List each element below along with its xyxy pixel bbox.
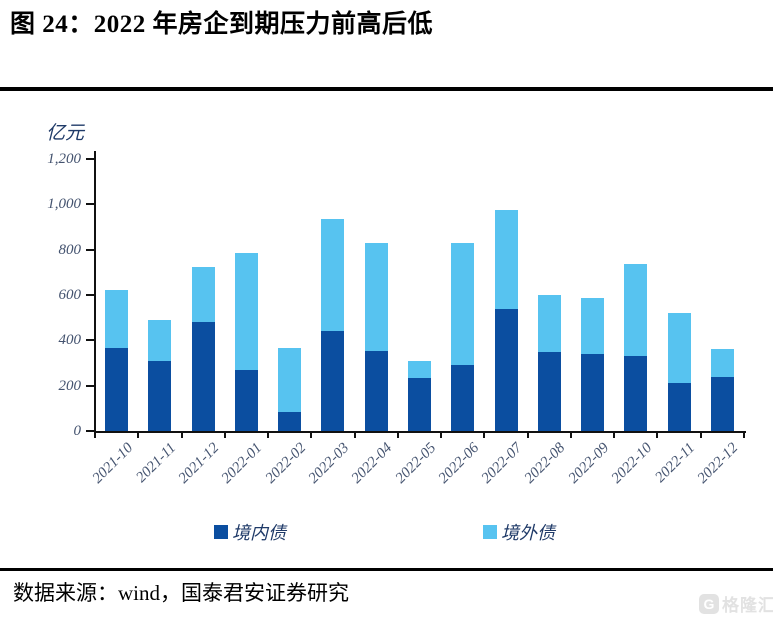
bar-segment-overseas bbox=[364, 242, 388, 351]
bar-segment-overseas bbox=[148, 319, 172, 361]
x-axis-tick-label: 2022-06 bbox=[435, 440, 483, 487]
y-axis-tick-label: 800 bbox=[58, 241, 82, 258]
x-axis-tick-label: 2022-02 bbox=[262, 440, 310, 487]
bar-segment-domestic bbox=[494, 308, 518, 431]
x-axis-tick bbox=[396, 431, 399, 438]
x-axis-tick bbox=[267, 431, 270, 438]
x-axis-tick bbox=[613, 431, 616, 438]
y-axis-tick bbox=[86, 248, 95, 251]
data-source-text: 数据来源：wind，国泰君安证券研究 bbox=[13, 581, 349, 605]
bar-segment-domestic bbox=[537, 351, 561, 431]
x-axis-tick-label: 2022-01 bbox=[219, 440, 266, 487]
x-axis-tick-label: 2021-12 bbox=[175, 440, 223, 487]
x-axis-tick bbox=[483, 431, 486, 438]
x-axis-tick-label: 2022-12 bbox=[695, 440, 742, 487]
x-axis-tick-label: 2022-11 bbox=[652, 440, 699, 486]
overseas-bond-swatch-icon bbox=[483, 525, 497, 539]
bar-segment-domestic bbox=[451, 365, 475, 431]
bar-segment-overseas bbox=[710, 349, 734, 377]
x-axis-tick-label: 2022-08 bbox=[521, 440, 569, 487]
y-axis-tick bbox=[86, 339, 95, 342]
x-axis-tick-label: 2022-03 bbox=[305, 440, 353, 487]
y-axis-tick bbox=[86, 203, 95, 206]
bar-segment-domestic bbox=[148, 360, 172, 431]
bar-segment-overseas bbox=[321, 219, 345, 332]
bar-segment-overseas bbox=[494, 210, 518, 309]
x-axis-tick-label: 2022-07 bbox=[478, 440, 526, 487]
bar-segment-overseas bbox=[667, 313, 691, 384]
bar-segment-overseas bbox=[537, 295, 561, 352]
legend-item-overseas: 境外债 bbox=[483, 519, 555, 545]
bar-segment-domestic bbox=[710, 376, 734, 431]
x-axis-tick-label: 2021-10 bbox=[89, 440, 136, 487]
y-axis-tick-label: 1,000 bbox=[47, 196, 81, 213]
bar-segment-domestic bbox=[234, 369, 258, 431]
x-axis-tick bbox=[440, 431, 443, 438]
bar-segment-domestic bbox=[667, 383, 691, 431]
bar-segment-domestic bbox=[624, 356, 648, 431]
y-axis-tick bbox=[86, 158, 95, 160]
x-axis-tick bbox=[656, 431, 659, 438]
figure-title: 图 24：2022 年房企到期压力前高后低 bbox=[10, 11, 434, 38]
bar-segment-domestic bbox=[408, 377, 431, 431]
x-axis-tick bbox=[699, 431, 702, 438]
legend-item-domestic: 境内债 bbox=[214, 519, 286, 545]
bar-segment-domestic bbox=[278, 411, 302, 431]
y-axis-tick bbox=[86, 430, 95, 432]
y-axis-tick-label: 0 bbox=[73, 423, 82, 439]
bar-segment-domestic bbox=[581, 353, 605, 431]
x-axis-tick bbox=[310, 431, 313, 438]
x-axis-tick bbox=[569, 431, 572, 438]
domestic-bond-swatch-icon bbox=[214, 525, 228, 539]
x-axis-tick-label: 2022-10 bbox=[608, 440, 656, 487]
bar-segment-domestic bbox=[105, 348, 129, 431]
x-axis-tick-label: 2022-09 bbox=[565, 440, 612, 487]
x-axis-tick bbox=[94, 431, 96, 438]
y-axis-line bbox=[94, 151, 96, 434]
y-axis-tick-label: 600 bbox=[58, 287, 82, 303]
y-axis-tick-label: 200 bbox=[58, 377, 82, 394]
y-axis-tick bbox=[86, 294, 95, 296]
watermark-text: 格隆汇 bbox=[722, 596, 773, 615]
x-axis-tick-label: 2022-05 bbox=[392, 440, 439, 487]
bar-segment-overseas bbox=[191, 266, 215, 323]
x-axis-tick-label: 2022-04 bbox=[348, 440, 396, 487]
legend-label-overseas: 境外债 bbox=[501, 523, 555, 543]
bar-segment-overseas bbox=[624, 264, 648, 357]
x-axis-tick bbox=[526, 431, 529, 438]
y-axis-tick-label: 400 bbox=[58, 332, 82, 349]
x-axis-tick bbox=[180, 431, 183, 438]
watermark: G 格隆汇 bbox=[699, 591, 773, 616]
plot-area: 2021-10 2021-11 2021-12 2022-01 2022-02 2022-… bbox=[47, 151, 745, 487]
bar-segment-domestic bbox=[364, 350, 388, 431]
y-axis-tick bbox=[86, 384, 95, 387]
x-axis-tick bbox=[223, 431, 226, 438]
x-axis-tick bbox=[743, 431, 745, 438]
y-axis-unit-label: 亿元 bbox=[46, 123, 85, 144]
gelonghui-logo-icon: G bbox=[699, 593, 719, 614]
bar-segment-overseas bbox=[234, 253, 258, 370]
top-divider bbox=[0, 87, 773, 91]
bar-segment-overseas bbox=[278, 348, 302, 412]
legend-label-domestic: 境内债 bbox=[232, 523, 286, 543]
bar-segment-overseas bbox=[581, 298, 605, 354]
bar-segment-overseas bbox=[408, 360, 431, 378]
x-axis-tick-label: 2021-11 bbox=[133, 440, 180, 486]
bar-segment-overseas bbox=[105, 290, 129, 349]
bar-segment-domestic bbox=[191, 322, 215, 431]
x-axis-tick bbox=[353, 431, 356, 438]
y-axis-tick-label: 1,200 bbox=[47, 151, 81, 167]
x-axis-line bbox=[94, 431, 746, 433]
bar-segment-overseas bbox=[451, 242, 475, 366]
x-axis-tick bbox=[137, 431, 140, 438]
bottom-divider bbox=[0, 568, 773, 571]
bar-segment-domestic bbox=[321, 331, 345, 431]
